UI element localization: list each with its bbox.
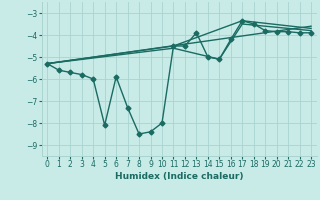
X-axis label: Humidex (Indice chaleur): Humidex (Indice chaleur) [115,172,244,181]
